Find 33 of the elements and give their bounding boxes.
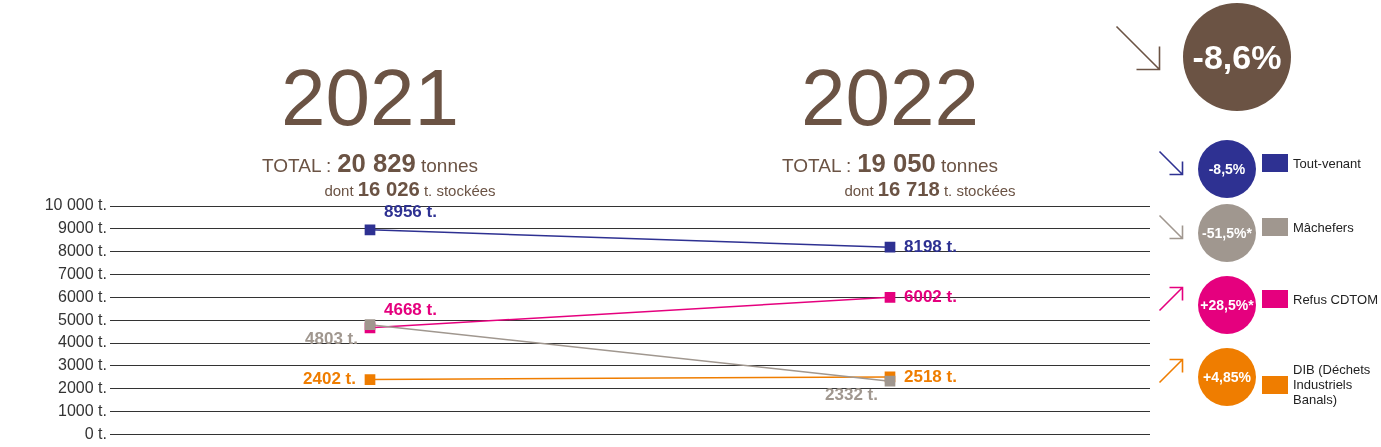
text: TOTAL : 19 050 tonnes <box>781 149 999 177</box>
y-tick-label: 7000 t. <box>58 264 107 282</box>
data-label: 8198 t. <box>904 236 957 256</box>
text: +4,85% <box>1198 348 1256 406</box>
data-label: 4668 t. <box>384 299 437 319</box>
text: -8,5% <box>1198 140 1256 198</box>
y-tick-label: 10 000 t. <box>44 196 107 214</box>
y-tick-label: 2000 t. <box>58 379 107 397</box>
legend-label: Tout-venant <box>1293 155 1361 171</box>
y-tick-label: 3000 t. <box>58 356 107 374</box>
text: +28,5%* <box>1198 276 1256 334</box>
y-tick-label: 8000 t. <box>58 242 107 260</box>
data-label: 2518 t. <box>904 366 957 386</box>
data-label: 8956 t. <box>384 202 437 222</box>
y-tick-label: 9000 t. <box>58 219 107 237</box>
text: dont 16 026 t. stockées <box>324 178 496 200</box>
y-tick-label: 6000 t. <box>58 287 107 305</box>
x-tick-label: 2021 <box>281 53 459 143</box>
y-tick-label: 1000 t. <box>58 401 107 419</box>
text: dont 16 718 t. stockées <box>844 178 1016 200</box>
data-label: 4803 t. <box>305 328 358 348</box>
text: -8,6% <box>1183 3 1291 111</box>
legend-label: DIB (Déchets Industriels Banals) <box>1293 362 1372 407</box>
text: -51,5%* <box>1198 204 1256 262</box>
y-tick-label: 0 t. <box>84 424 107 442</box>
x-tick-label: 2022 <box>801 53 979 143</box>
data-label: 2402 t. <box>303 369 356 389</box>
y-tick-label: 5000 t. <box>58 310 107 328</box>
legend-label: Refus CDTOM <box>1293 291 1378 307</box>
y-tick-label: 4000 t. <box>58 333 107 351</box>
text: TOTAL : 20 829 tonnes <box>261 149 479 177</box>
legend-label: Mâchefers <box>1293 219 1354 235</box>
data-label: 2332 t. <box>825 385 878 405</box>
